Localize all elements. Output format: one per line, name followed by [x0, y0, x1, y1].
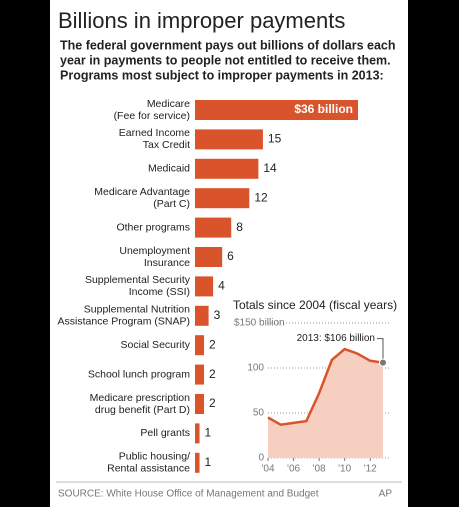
chart-title: Billions in improper payments — [58, 8, 345, 33]
category-label: Pell grants — [140, 427, 190, 439]
category-label: Medicare Advantage — [94, 186, 190, 198]
category-label: School lunch program — [88, 368, 190, 380]
chart-title: Totals since 2004 (fiscal years) — [233, 298, 397, 312]
category-label: Assistance Program (SNAP) — [58, 316, 190, 328]
bar — [195, 129, 263, 150]
category-label: Insurance — [144, 257, 190, 269]
value-label: 8 — [236, 220, 243, 234]
category-label: (Part C) — [153, 198, 190, 210]
y-tick-label: $150 billion — [234, 318, 285, 329]
value-label: 6 — [227, 249, 234, 263]
category-label: Supplemental Security — [85, 274, 191, 286]
value-label: 2 — [209, 396, 216, 410]
bar — [195, 452, 200, 473]
category-label: Medicare — [147, 98, 190, 110]
y-tick-label: 50 — [253, 408, 265, 419]
value-label: 1 — [205, 426, 212, 440]
bar — [195, 247, 223, 267]
subtitle: Programs most subject to improper paymen… — [60, 68, 384, 82]
leader-line — [377, 338, 384, 359]
category-label: Other programs — [116, 221, 190, 233]
category-label: (Fee for service) — [114, 110, 190, 122]
x-tick-label: '12 — [364, 464, 377, 475]
value-label: 2 — [209, 367, 216, 381]
end-point — [379, 358, 387, 367]
value-label: 4 — [218, 279, 225, 293]
bar — [195, 305, 209, 326]
category-label: Earned Income — [119, 127, 190, 139]
bar — [195, 100, 358, 120]
value-label: 1 — [205, 455, 212, 469]
x-tick-label: '06 — [287, 464, 300, 475]
bar — [195, 364, 205, 385]
x-tick-label: '04 — [261, 464, 274, 475]
value-label: 14 — [263, 161, 277, 175]
line — [267, 347, 384, 426]
category-label: drug benefit (Part D) — [95, 404, 190, 416]
subtitle: The federal government pays out billions… — [60, 38, 396, 52]
category-label: Public housing/ — [119, 451, 190, 463]
category-label: Supplemental Nutrition — [84, 304, 190, 316]
annotation: 2013: $106 billion — [297, 333, 375, 344]
bar — [195, 158, 259, 179]
y-tick-label: 100 — [247, 363, 264, 374]
y-tick-label: 0 — [258, 453, 264, 464]
category-label: Unemployment — [119, 245, 190, 257]
source: SOURCE: White House Office of Management… — [58, 489, 319, 500]
credit: AP — [379, 489, 393, 500]
area — [268, 349, 383, 458]
category-label: Medicaid — [148, 163, 190, 175]
bar — [195, 188, 250, 209]
category-label: Rental assistance — [107, 463, 190, 475]
value-label: 15 — [268, 132, 282, 146]
bar — [195, 423, 200, 444]
bar — [195, 276, 214, 297]
x-tick-label: '08 — [313, 464, 326, 475]
value-label: 3 — [214, 308, 221, 322]
category-label: Income (SSI) — [129, 286, 190, 298]
value-label: 12 — [254, 190, 268, 204]
bar — [195, 394, 205, 414]
bar — [195, 335, 205, 356]
category-label: Social Security — [121, 339, 191, 351]
x-tick-label: '10 — [338, 464, 351, 475]
category-label: Tax Credit — [143, 139, 190, 151]
category-label: Medicare prescription — [90, 392, 191, 404]
value-label: 2 — [209, 337, 216, 351]
value-label: $36 billion — [294, 102, 353, 116]
subtitle: year in payments to people not entitled … — [60, 53, 391, 67]
bar — [195, 217, 232, 238]
